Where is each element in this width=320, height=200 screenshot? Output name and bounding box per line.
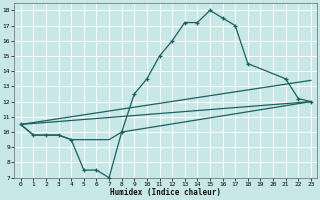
X-axis label: Humidex (Indice chaleur): Humidex (Indice chaleur) bbox=[110, 188, 221, 197]
